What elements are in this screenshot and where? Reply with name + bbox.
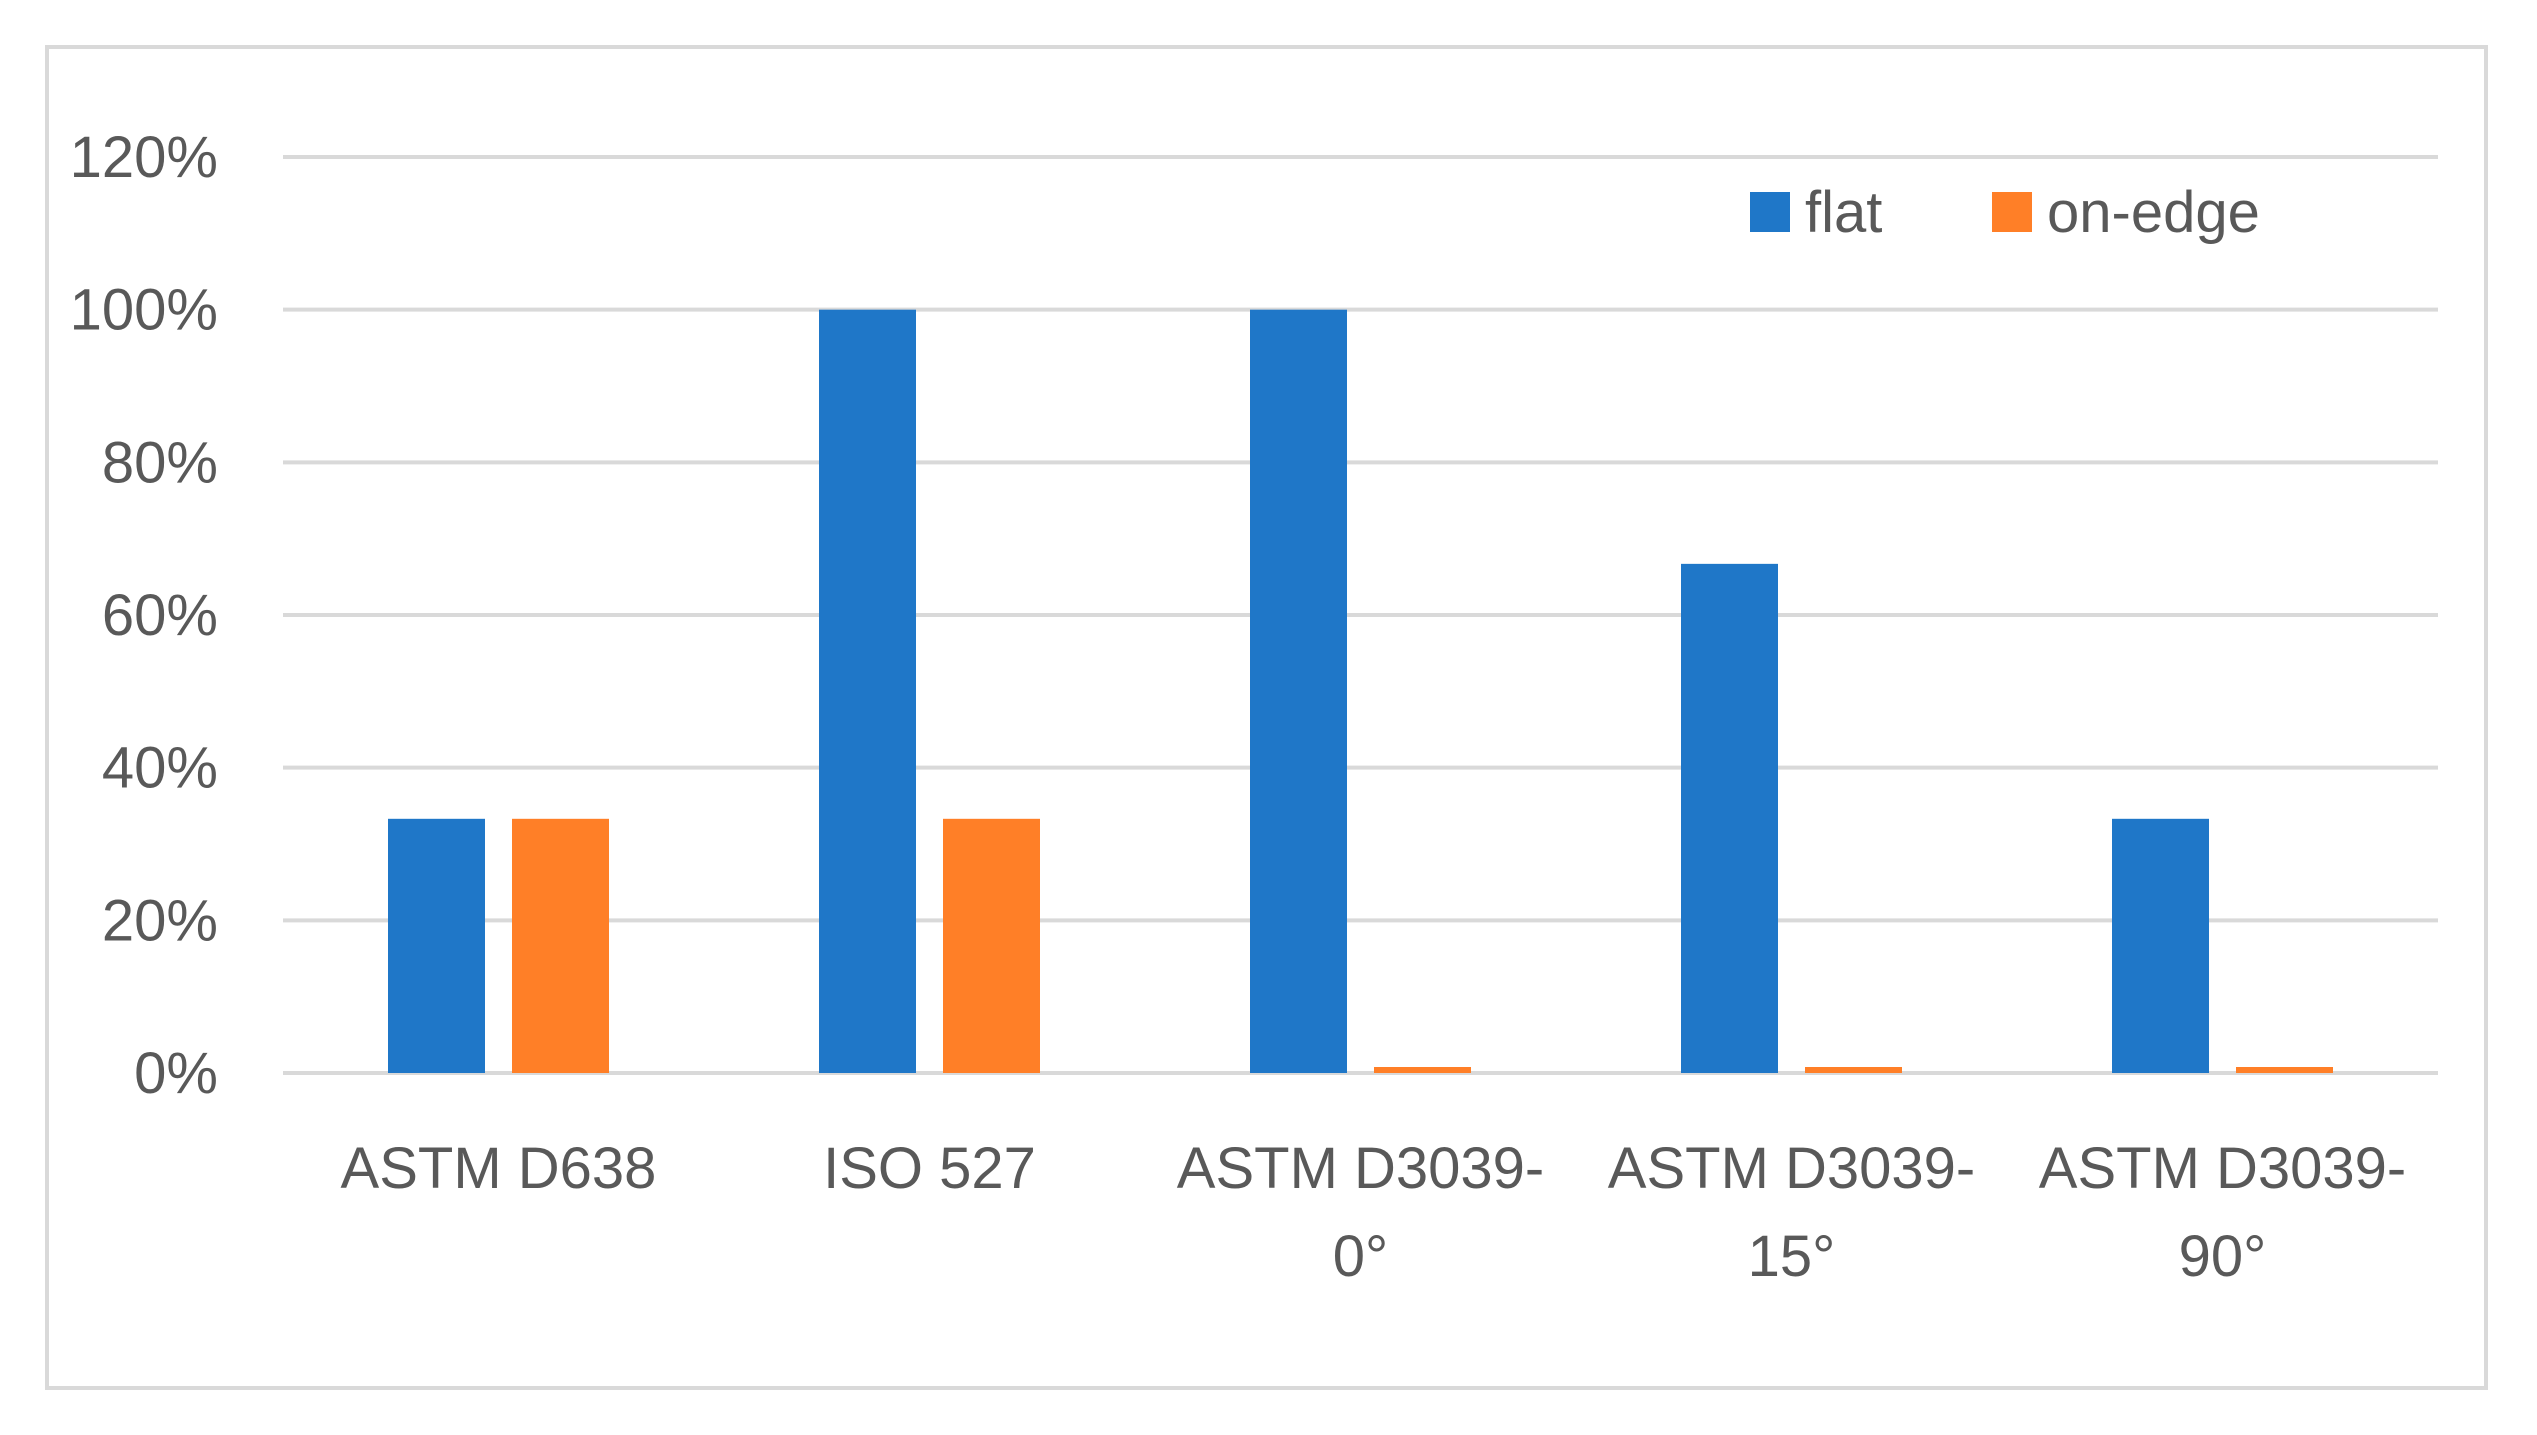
bar-on-edge (512, 818, 609, 1073)
x-tick-label: ISO 527 (823, 1136, 1036, 1201)
x-tick-label: 15° (1748, 1224, 1836, 1289)
x-tick-label: 0° (1333, 1224, 1388, 1289)
legend-swatch-on-edge (1992, 192, 2032, 232)
bar-on-edge (1805, 1067, 1902, 1073)
bar-flat (1250, 309, 1347, 1074)
y-tick-label: 0% (134, 1041, 218, 1106)
x-tick-label: ASTM D3039- (2039, 1136, 2406, 1201)
legend-swatch-flat (1750, 192, 1790, 232)
y-tick-label: 80% (102, 430, 218, 495)
y-tick-label: 100% (70, 278, 218, 343)
bar-flat (388, 818, 485, 1073)
y-tick-label: 120% (70, 125, 218, 190)
x-tick-label: ASTM D638 (341, 1136, 657, 1201)
bar-on-edge (943, 818, 1040, 1073)
x-tick-label: 90° (2179, 1224, 2267, 1289)
bar-flat (819, 309, 916, 1074)
legend-label-flat: flat (1805, 180, 1882, 245)
legend-label-on-edge: on-edge (2047, 180, 2260, 245)
bar-flat (1681, 563, 1778, 1073)
bar-on-edge (1374, 1067, 1471, 1073)
x-tick-label: ASTM D3039- (1608, 1136, 1975, 1201)
y-tick-label: 40% (102, 736, 218, 801)
y-tick-label: 60% (102, 583, 218, 648)
bar-on-edge (2236, 1067, 2333, 1073)
y-tick-label: 20% (102, 888, 218, 953)
bar-flat (2112, 818, 2209, 1073)
x-tick-label: ASTM D3039- (1177, 1136, 1544, 1201)
